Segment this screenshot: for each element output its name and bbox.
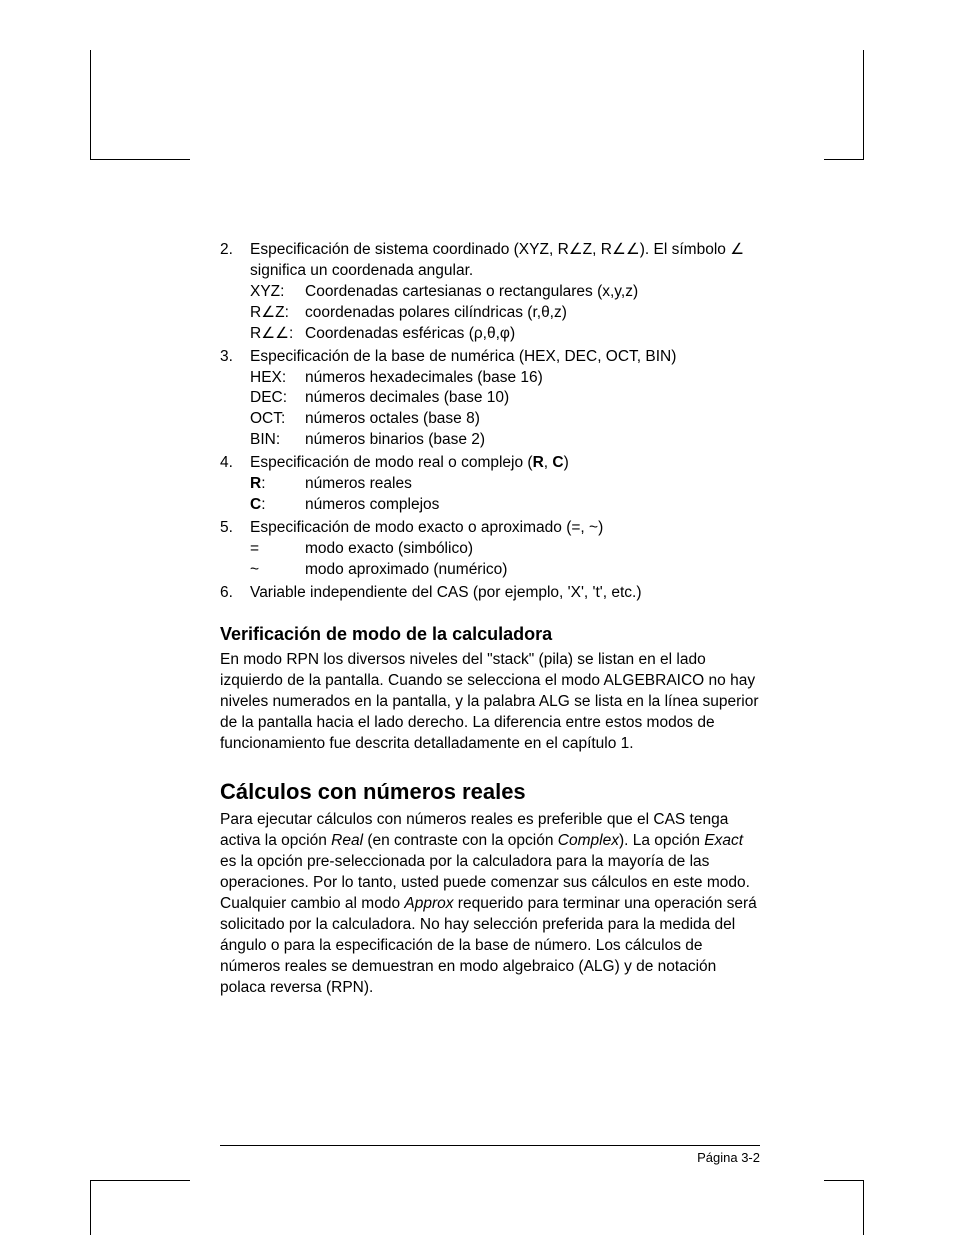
item-text: Especificación de la base de numérica (H… xyxy=(250,348,676,365)
sub-list: HEX:números hexadecimales (base 16) DEC:… xyxy=(250,368,760,452)
sub-key: HEX: xyxy=(250,368,305,389)
item-number: 3. xyxy=(220,347,233,368)
sub-item-exact: =modo exacto (simbólico) xyxy=(250,539,760,560)
sub-item-real: R: números reales xyxy=(250,474,760,495)
list-item-2: 2. Especificación de sistema coordinado … xyxy=(220,240,760,345)
list-item-6: 6. Variable independiente del CAS (por e… xyxy=(220,583,760,604)
sub-value: Coordenadas cartesianas o rectangulares … xyxy=(305,282,638,303)
subsection-heading-verification: Verificación de modo de la calculadora xyxy=(220,622,760,646)
item-number: 2. xyxy=(220,240,233,261)
paragraph-verification: En modo RPN los diversos niveles del "st… xyxy=(220,650,760,755)
list-item-3: 3. Especificación de la base de numérica… xyxy=(220,347,760,452)
item-text: Variable independiente del CAS (por ejem… xyxy=(250,584,642,601)
sub-value: modo aproximado (numérico) xyxy=(305,560,507,581)
sub-key: DEC: xyxy=(250,388,305,409)
item-number: 4. xyxy=(220,453,233,474)
sub-key: R∠∠: xyxy=(250,324,305,345)
sub-item-complex: C: números complejos xyxy=(250,495,760,516)
crop-mark-top-right xyxy=(824,50,864,160)
sub-value: coordenadas polares cilíndricas (r,θ,z) xyxy=(305,303,567,324)
item-text: Especificación de sistema coordinado (XY… xyxy=(250,241,744,279)
item-text: Especificación de modo real o complejo (… xyxy=(250,454,569,471)
sub-item-oct: OCT:números octales (base 8) xyxy=(250,409,760,430)
sub-key: XYZ: xyxy=(250,282,305,303)
sub-key: ~ xyxy=(250,560,305,581)
sub-value: Coordenadas esféricas (ρ,θ,φ) xyxy=(305,324,515,345)
crop-mark-bottom-right xyxy=(824,1180,864,1235)
sub-key: C: xyxy=(250,495,305,516)
sub-key: = xyxy=(250,539,305,560)
sub-item-dec: DEC:números decimales (base 10) xyxy=(250,388,760,409)
sub-list: R: números reales C: números complejos xyxy=(250,474,760,516)
sub-value: números reales xyxy=(305,474,412,495)
sub-key: OCT: xyxy=(250,409,305,430)
section-heading-real-calc: Cálculos con números reales xyxy=(220,777,760,807)
sub-value: modo exacto (simbólico) xyxy=(305,539,473,560)
sub-value: números hexadecimales (base 16) xyxy=(305,368,543,389)
sub-value: números octales (base 8) xyxy=(305,409,480,430)
sub-item-xyz: XYZ: Coordenadas cartesianas o rectangul… xyxy=(250,282,760,303)
sub-list: XYZ: Coordenadas cartesianas o rectangul… xyxy=(250,282,760,345)
footer-rule xyxy=(220,1145,760,1146)
crop-mark-top-left xyxy=(90,50,190,160)
list-item-4: 4. Especificación de modo real o complej… xyxy=(220,453,760,516)
sub-value: números complejos xyxy=(305,495,439,516)
sub-value: números binarios (base 2) xyxy=(305,430,485,451)
sub-key: BIN: xyxy=(250,430,305,451)
crop-mark-bottom-left xyxy=(90,1180,190,1235)
page-number: Página 3-2 xyxy=(220,1150,760,1165)
page-content: 2. Especificación de sistema coordinado … xyxy=(220,240,760,1001)
sub-item-raa: R∠∠: Coordenadas esféricas (ρ,θ,φ) xyxy=(250,324,760,345)
sub-item-hex: HEX:números hexadecimales (base 16) xyxy=(250,368,760,389)
sub-item-approx: ~modo aproximado (numérico) xyxy=(250,560,760,581)
sub-list: =modo exacto (simbólico) ~modo aproximad… xyxy=(250,539,760,581)
list-item-5: 5. Especificación de modo exacto o aprox… xyxy=(220,518,760,581)
item-number: 6. xyxy=(220,583,233,604)
item-text: Especificación de modo exacto o aproxima… xyxy=(250,519,603,536)
sub-item-rz: R∠Z: coordenadas polares cilíndricas (r,… xyxy=(250,303,760,324)
spec-list: 2. Especificación de sistema coordinado … xyxy=(220,240,760,604)
paragraph-real-calc: Para ejecutar cálculos con números reale… xyxy=(220,810,760,998)
sub-value: números decimales (base 10) xyxy=(305,388,509,409)
sub-key: R∠Z: xyxy=(250,303,305,324)
sub-key: R: xyxy=(250,474,305,495)
sub-item-bin: BIN:números binarios (base 2) xyxy=(250,430,760,451)
item-number: 5. xyxy=(220,518,233,539)
